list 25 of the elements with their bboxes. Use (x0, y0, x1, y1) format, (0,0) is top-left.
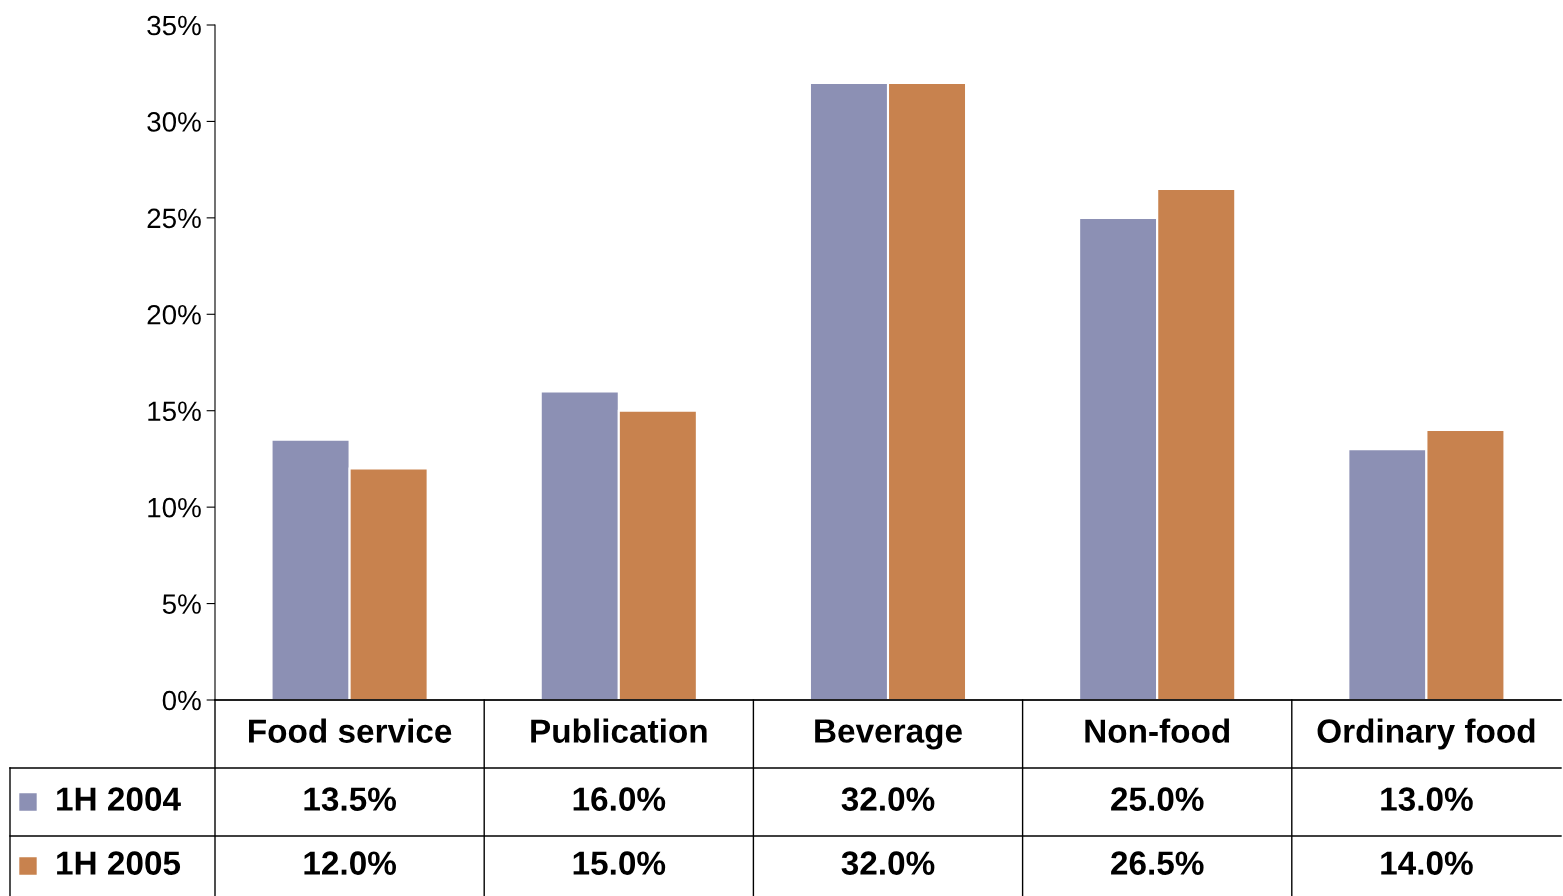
data-label: 25.0% (1111, 787, 1204, 811)
y-tick-label: 20% (147, 304, 201, 325)
y-tick-label: 25% (147, 208, 201, 229)
y-tick-label: 30% (147, 112, 201, 132)
x-tick-label: Ordinary food (1317, 718, 1535, 750)
legend-label: 1H 2004 (57, 787, 181, 811)
y-tick-label: 35% (147, 15, 201, 36)
x-tick-label: Food service (249, 718, 452, 743)
data-label: 26.5% (1111, 851, 1204, 875)
x-tick-label: Non-food (1085, 718, 1230, 743)
data-label: 32.0% (841, 851, 935, 875)
data-label: 13.0% (1381, 787, 1473, 811)
y-tick-label: 10% (148, 497, 201, 518)
x-tick-label: Publication (531, 718, 707, 743)
y-tick-label: 5% (162, 594, 201, 614)
data-label: 15.0% (573, 851, 666, 875)
data-label: 32.0% (841, 787, 935, 811)
data-label: 14.0% (1381, 851, 1473, 875)
legend-label: 1H 2005 (57, 851, 181, 875)
y-tick-label: 15% (148, 401, 201, 422)
y-tick-label: 0% (162, 690, 201, 711)
data-label: 16.0% (573, 787, 666, 811)
data-label: 12.0% (304, 851, 396, 875)
data-label: 13.5% (304, 787, 396, 811)
x-tick-label: Beverage (815, 719, 962, 750)
